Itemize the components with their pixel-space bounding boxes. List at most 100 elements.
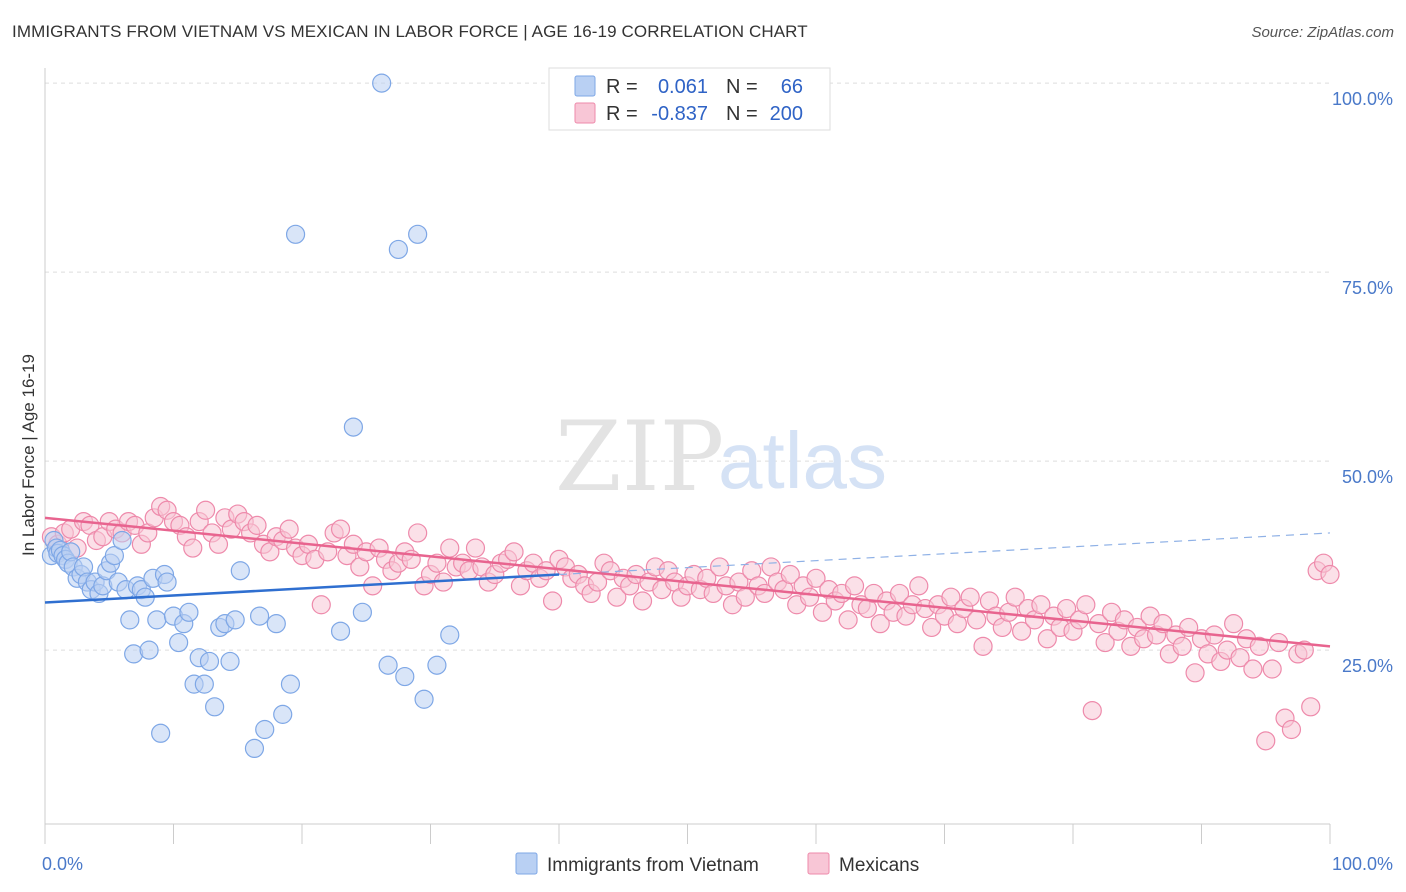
mexicans-point — [973, 636, 993, 656]
vietnam-point — [352, 602, 372, 622]
mexicans-point — [1185, 663, 1205, 683]
x-tick-label: 100.0% — [1332, 854, 1393, 874]
mexicans-point — [1320, 564, 1340, 585]
bottom-legend-swatch-mexicans — [807, 852, 830, 875]
mexicans-point — [183, 538, 203, 558]
legend-n-label: N = — [726, 103, 758, 125]
vietnam-point — [395, 666, 415, 687]
watermark-atlas: atlas — [718, 416, 887, 505]
y-tick-label: 50.0% — [1342, 467, 1393, 487]
mexicans-point — [1262, 659, 1282, 679]
mexicans-point — [1076, 595, 1096, 615]
mexicans-point — [1281, 719, 1302, 740]
source-label: Source: ZipAtlas.com — [1251, 24, 1394, 41]
vietnam-point — [378, 655, 398, 675]
vietnam-points — [41, 73, 460, 759]
legend-swatch-vietnam — [574, 75, 596, 97]
vietnam-point — [388, 239, 408, 260]
mexicans-point — [1243, 659, 1263, 679]
mexicans-point — [1037, 629, 1057, 649]
vietnam-point — [255, 719, 275, 740]
vietnam-point — [169, 632, 189, 653]
vietnam-point — [104, 546, 124, 566]
legend-n-value: 66 — [781, 76, 803, 98]
vietnam-point — [205, 697, 225, 717]
x-tick-label: 0.0% — [42, 854, 83, 874]
mexicans-point — [504, 542, 524, 562]
vietnam-point — [151, 723, 171, 743]
mexicans-point — [967, 610, 987, 630]
mexicans-point — [1224, 614, 1244, 634]
mexicans-point — [247, 515, 267, 535]
mexicans-point — [812, 602, 833, 622]
bottom-legend-label-vietnam: Immigrants from Vietnam — [547, 855, 759, 876]
mexicans-point — [1005, 587, 1025, 607]
chart-title: IMMIGRANTS FROM VIETNAM VS MEXICAN IN LA… — [12, 22, 808, 41]
watermark-zip: ZIP — [555, 401, 724, 513]
mexicans-point — [909, 576, 929, 596]
mexicans-point — [1249, 636, 1269, 656]
watermark: ZIP atlas — [555, 401, 887, 513]
mexicans-point — [1301, 697, 1321, 717]
vietnam-point — [157, 572, 177, 592]
mexicans-point — [1011, 621, 1032, 641]
y-tick-labels: 25.0% 50.0% 75.0% 100.0% — [1332, 89, 1393, 676]
mexicans-point — [838, 610, 858, 630]
mexicans-point — [710, 557, 730, 577]
legend-r-label: R = — [606, 76, 638, 98]
bottom-legend-swatch-vietnam — [515, 852, 538, 875]
mexicans-point — [1056, 598, 1077, 619]
bottom-legend: Immigrants from Vietnam Mexicans — [515, 852, 919, 876]
vietnam-point — [179, 602, 199, 622]
mexicans-point — [440, 538, 460, 558]
mexicans-point — [311, 595, 331, 615]
mexicans-point — [941, 587, 961, 607]
trend-lines — [44, 516, 1331, 648]
mexicans-point — [1172, 636, 1192, 656]
mexicans-point — [279, 519, 299, 539]
vietnam-point — [199, 651, 220, 672]
bottom-legend-label-mexicans: Mexicans — [839, 855, 919, 876]
mexicans-point — [330, 519, 351, 539]
vietnam-point — [343, 417, 363, 437]
mexicans-point — [780, 564, 800, 585]
y-axis-label: In Labor Force | Age 16-19 — [19, 354, 38, 556]
mexicans-point — [408, 523, 428, 543]
vietnam-point — [225, 610, 245, 630]
mexicans-point — [1230, 648, 1250, 668]
legend-n-label: N = — [726, 76, 758, 98]
mexicans-trend-line — [44, 516, 1331, 648]
axes — [44, 68, 1331, 844]
x-tick-labels: 0.0% 100.0% — [42, 854, 1393, 874]
vietnam-point — [330, 621, 351, 641]
vietnam-trend-line — [44, 573, 560, 604]
mexicans-point — [208, 534, 229, 554]
mexicans-point — [607, 587, 627, 607]
legend-frame — [548, 67, 831, 131]
vietnam-point — [112, 530, 132, 551]
vietnam-point — [194, 674, 214, 694]
mexicans-point — [1294, 640, 1314, 660]
mexicans-point — [922, 617, 942, 638]
vietnam-point — [372, 73, 392, 93]
vietnam-trend-extension — [558, 532, 1331, 576]
vietnam-point — [408, 224, 428, 244]
vietnam-point — [273, 704, 293, 724]
mexicans-point — [465, 538, 486, 558]
mexicans-point — [799, 587, 820, 607]
vietnam-point — [139, 640, 159, 660]
vietnam-point — [280, 674, 301, 694]
mexicans-point — [806, 568, 826, 588]
mexicans-point — [1095, 632, 1115, 653]
vietnam-point — [266, 614, 286, 634]
legend-box: R = 0.061 N = 66 R = -0.837 N = 200 — [548, 67, 831, 131]
mexicans-point — [1031, 595, 1051, 615]
vietnam-point — [244, 738, 265, 759]
mexicans-point — [632, 591, 653, 611]
legend-n-value: 200 — [770, 103, 803, 125]
y-tick-label: 25.0% — [1342, 656, 1393, 676]
y-tick-label: 75.0% — [1342, 278, 1393, 298]
vietnam-point — [120, 610, 140, 630]
mexicans-point — [1256, 731, 1276, 751]
